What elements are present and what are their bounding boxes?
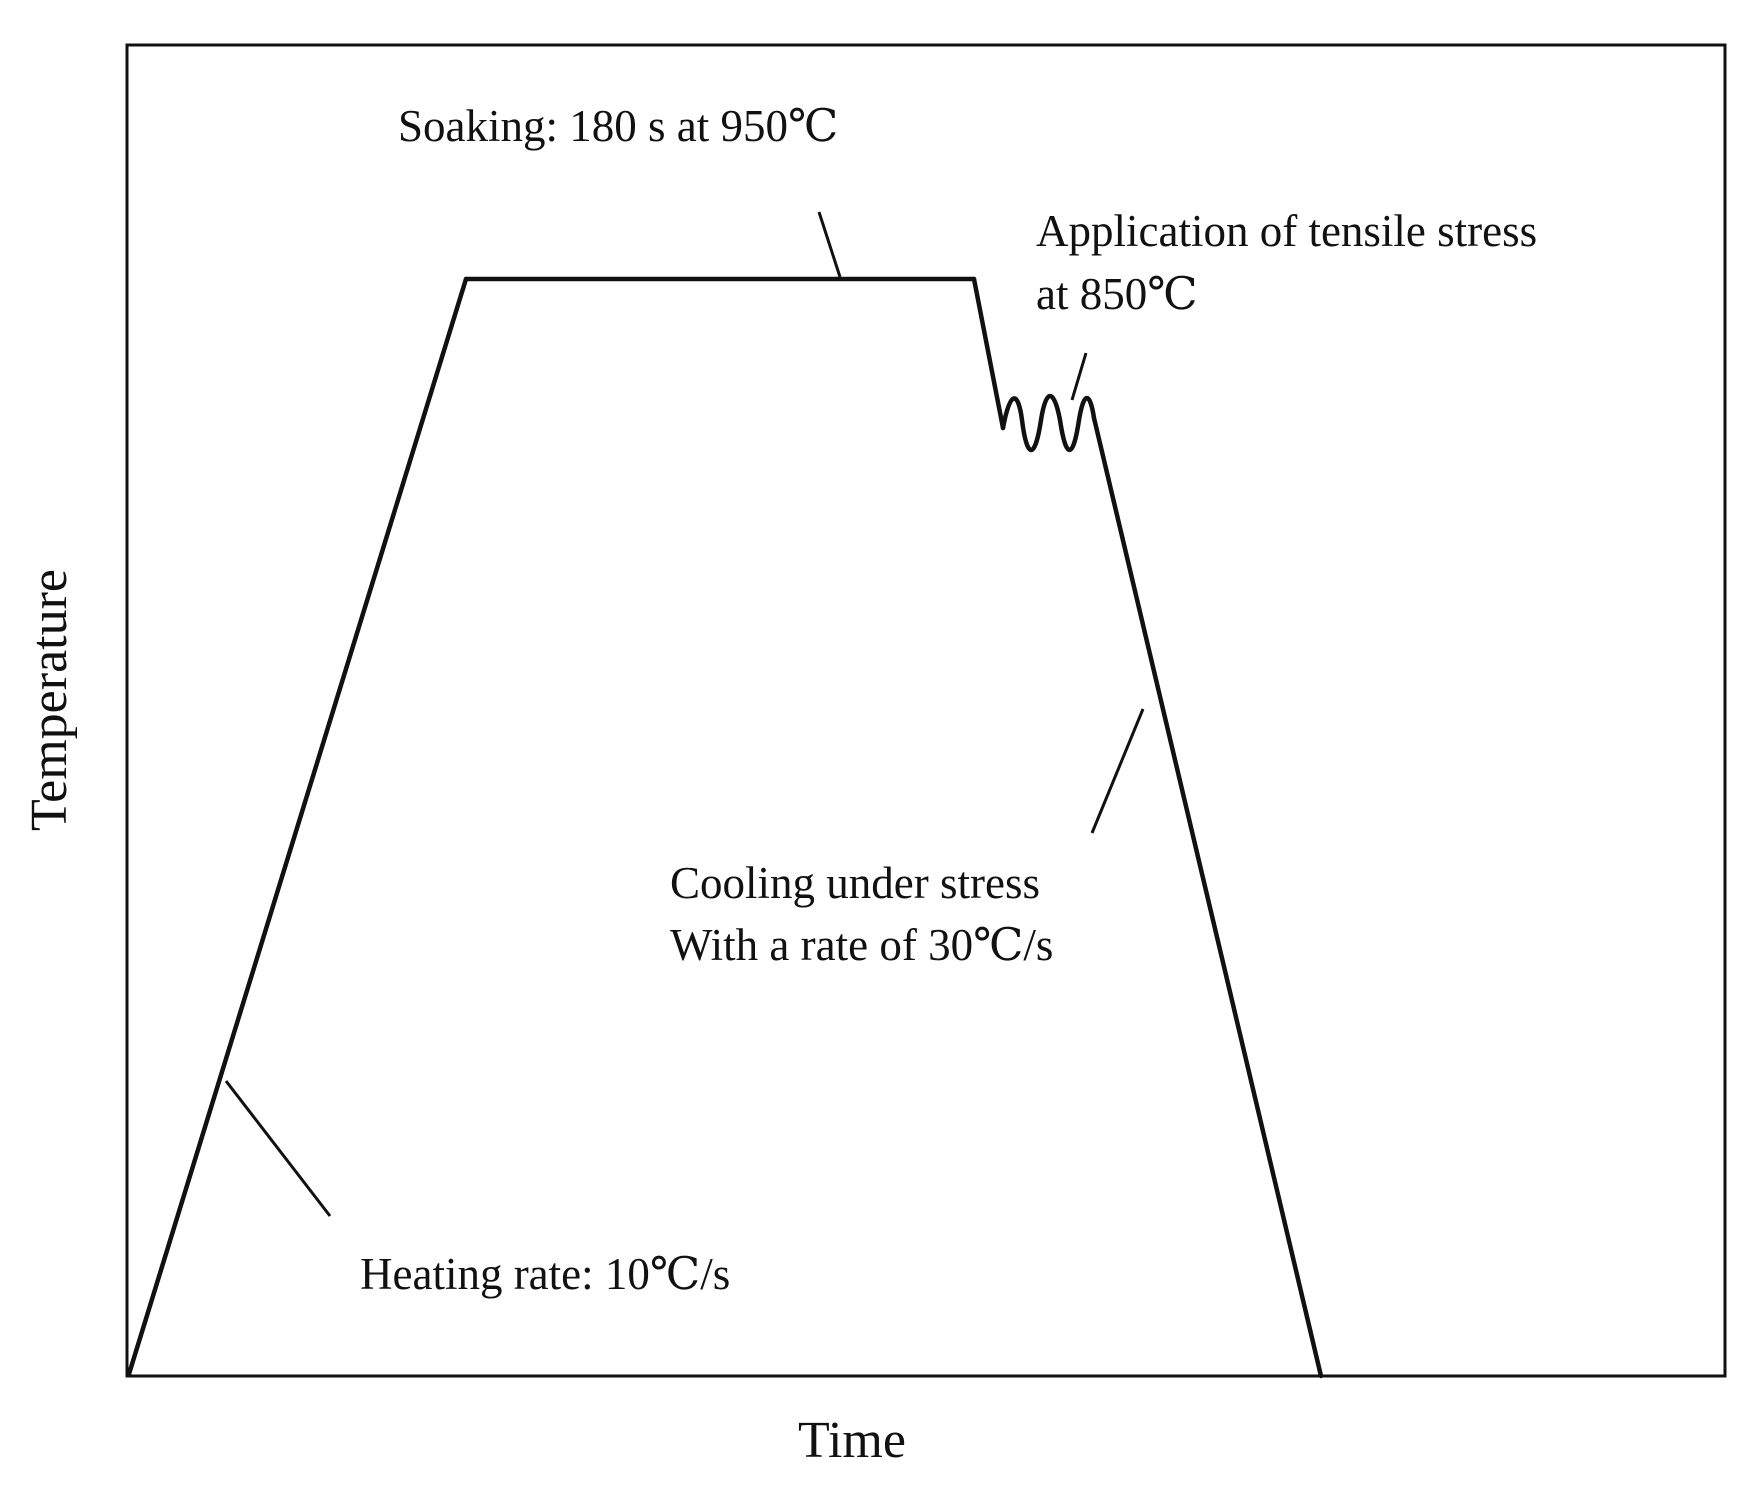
tensile-label-line1: Application of tensile stress xyxy=(1036,206,1537,256)
tensile-leader-line xyxy=(1070,352,1088,401)
plot-frame xyxy=(125,43,1727,1378)
cooling-label-line1: Cooling under stress xyxy=(670,858,1040,908)
cooling-label-line2: With a rate of 30℃/s xyxy=(670,920,1053,970)
x-axis-label: Time xyxy=(798,1412,906,1469)
tensile-stress-wave xyxy=(1000,394,1097,453)
y-axis-label: Temperature xyxy=(21,569,78,831)
soaking-leader-line xyxy=(817,211,842,278)
cooling-leader-line xyxy=(1090,708,1145,834)
heating-ramp-line xyxy=(126,276,469,1377)
tensile-label-line2: at 850℃ xyxy=(1036,269,1198,319)
initial-cooling-line xyxy=(971,276,1006,431)
stress-cooling-line xyxy=(1091,415,1324,1379)
heating-label: Heating rate: 10℃/s xyxy=(360,1249,730,1299)
heating-leader-line xyxy=(224,1080,332,1217)
soaking-label: Soaking: 180 s at 950℃ xyxy=(398,101,838,151)
